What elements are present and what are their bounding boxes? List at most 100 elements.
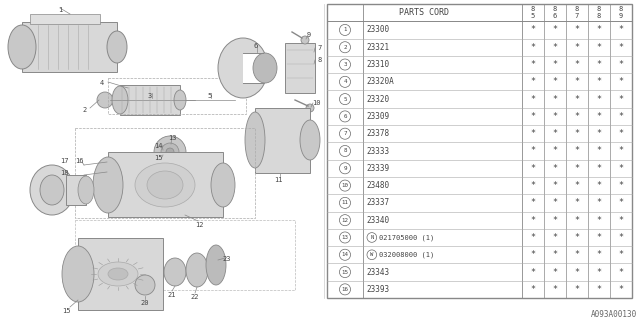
Bar (75, 220, 295, 290)
Text: *: * (596, 216, 602, 225)
Text: 5: 5 (531, 13, 535, 19)
Text: *: * (596, 233, 602, 242)
Text: 17: 17 (60, 158, 68, 164)
Text: 8: 8 (575, 6, 579, 12)
Text: 3: 3 (343, 62, 347, 67)
Bar (75, 128, 255, 218)
Text: *: * (618, 43, 623, 52)
Text: 2: 2 (343, 45, 347, 50)
Text: 3: 3 (148, 93, 152, 99)
Text: 9: 9 (307, 32, 311, 38)
Text: 16: 16 (342, 287, 349, 292)
Ellipse shape (253, 53, 277, 83)
Text: *: * (530, 164, 535, 173)
Text: *: * (574, 216, 579, 225)
Text: 23: 23 (222, 256, 230, 262)
Ellipse shape (245, 112, 265, 168)
Ellipse shape (206, 245, 226, 285)
Text: *: * (530, 233, 535, 242)
Text: *: * (552, 268, 557, 276)
Bar (327, 4, 632, 298)
Ellipse shape (161, 143, 179, 161)
Text: 8: 8 (531, 6, 535, 12)
Text: *: * (552, 285, 557, 294)
Text: 23309: 23309 (366, 112, 389, 121)
Text: 6: 6 (343, 114, 347, 119)
Text: 14: 14 (154, 143, 163, 149)
Text: *: * (574, 60, 579, 69)
Text: 4: 4 (100, 80, 104, 86)
Text: *: * (574, 129, 579, 138)
Text: 22: 22 (190, 294, 198, 300)
Text: *: * (552, 164, 557, 173)
Text: 2: 2 (82, 107, 86, 113)
Text: 23321: 23321 (366, 43, 389, 52)
Text: *: * (530, 216, 535, 225)
Text: 18: 18 (60, 170, 68, 176)
Text: *: * (530, 43, 535, 52)
Text: *: * (618, 112, 623, 121)
Text: 20: 20 (140, 300, 148, 306)
Ellipse shape (93, 157, 123, 213)
Text: 15: 15 (62, 308, 70, 314)
Ellipse shape (30, 165, 74, 215)
Text: *: * (530, 112, 535, 121)
Bar (243, 53, 263, 83)
Text: 23393: 23393 (366, 285, 389, 294)
Text: 021705000 (1): 021705000 (1) (379, 234, 434, 241)
Text: *: * (618, 26, 623, 35)
Ellipse shape (108, 268, 128, 280)
Text: *: * (552, 112, 557, 121)
Text: 23339: 23339 (366, 164, 389, 173)
Text: *: * (574, 285, 579, 294)
Text: *: * (530, 129, 535, 138)
Text: *: * (552, 250, 557, 259)
Text: *: * (530, 268, 535, 276)
Ellipse shape (98, 262, 138, 286)
Text: *: * (530, 26, 535, 35)
Text: *: * (574, 77, 579, 86)
Text: 8: 8 (596, 6, 601, 12)
Bar (285, 43, 315, 93)
Text: 7: 7 (317, 45, 321, 51)
Ellipse shape (300, 120, 320, 160)
Text: *: * (618, 129, 623, 138)
Text: *: * (574, 26, 579, 35)
Ellipse shape (62, 246, 94, 302)
Text: 23310: 23310 (366, 60, 389, 69)
Ellipse shape (112, 86, 128, 114)
Ellipse shape (147, 171, 183, 199)
Text: 032008000 (1): 032008000 (1) (379, 252, 434, 258)
Text: *: * (596, 198, 602, 207)
Text: *: * (552, 216, 557, 225)
Ellipse shape (154, 136, 186, 168)
Text: 8: 8 (619, 6, 623, 12)
Ellipse shape (211, 163, 235, 207)
Text: *: * (596, 77, 602, 86)
Text: *: * (596, 250, 602, 259)
Text: 9: 9 (619, 13, 623, 19)
Text: *: * (530, 60, 535, 69)
Text: *: * (552, 77, 557, 86)
Text: *: * (574, 268, 579, 276)
Bar (255, 108, 310, 173)
Text: 13: 13 (168, 135, 177, 141)
Text: *: * (552, 26, 557, 35)
Text: 8: 8 (317, 57, 321, 63)
Ellipse shape (166, 148, 174, 156)
Text: 6: 6 (253, 43, 257, 49)
Text: *: * (530, 77, 535, 86)
Text: *: * (618, 285, 623, 294)
Bar (120, 85, 180, 115)
Text: *: * (596, 112, 602, 121)
Bar (22, 22, 117, 72)
Text: 8: 8 (552, 6, 557, 12)
Text: 13: 13 (342, 235, 349, 240)
Text: 4: 4 (343, 79, 347, 84)
Ellipse shape (174, 90, 186, 110)
Text: *: * (574, 181, 579, 190)
Text: *: * (618, 95, 623, 104)
Text: A093A00130: A093A00130 (591, 310, 637, 319)
Text: 23343: 23343 (366, 268, 389, 276)
Ellipse shape (186, 253, 208, 287)
